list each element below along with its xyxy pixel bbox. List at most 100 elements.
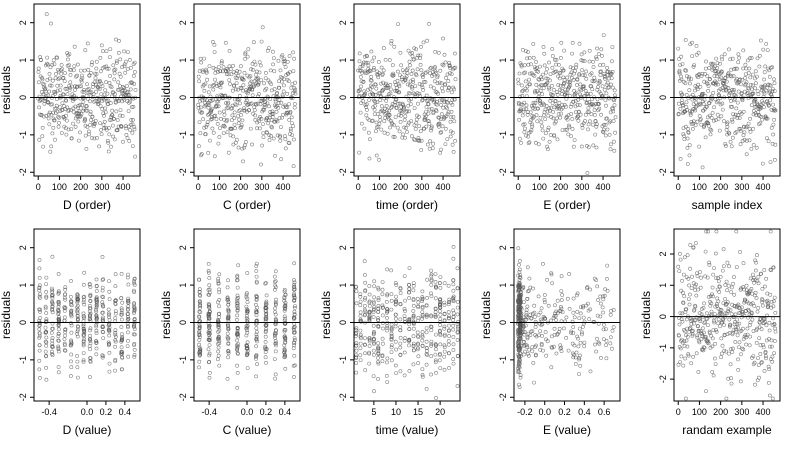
data-point xyxy=(717,284,722,289)
data-point xyxy=(449,90,454,95)
data-point xyxy=(89,90,94,95)
data-point xyxy=(594,349,599,354)
data-point xyxy=(205,77,210,82)
data-point xyxy=(517,382,521,387)
data-point xyxy=(770,344,774,349)
data-point xyxy=(210,40,215,44)
data-point xyxy=(358,299,363,304)
data-point xyxy=(683,81,688,86)
data-point xyxy=(118,57,123,62)
data-point xyxy=(371,337,376,342)
data-point xyxy=(685,326,690,331)
data-point xyxy=(430,146,435,151)
y-tick-label: -2 xyxy=(178,168,188,176)
data-point xyxy=(456,319,461,324)
data-point xyxy=(595,284,600,289)
data-point xyxy=(425,277,430,282)
data-point xyxy=(85,41,90,46)
data-point xyxy=(524,49,528,54)
data-point xyxy=(767,103,771,107)
data-point xyxy=(567,125,572,130)
data-point xyxy=(64,132,69,137)
data-point xyxy=(370,85,375,89)
data-point xyxy=(741,285,746,289)
data-point xyxy=(37,137,42,142)
data-point xyxy=(64,98,69,103)
data-point xyxy=(404,74,409,79)
data-point xyxy=(411,313,416,318)
data-point xyxy=(247,84,252,89)
data-point xyxy=(370,119,374,124)
data-point xyxy=(446,339,451,343)
data-point xyxy=(413,84,418,89)
data-point xyxy=(100,294,105,299)
data-point xyxy=(55,83,60,88)
data-point xyxy=(712,266,717,271)
data-point xyxy=(79,112,84,117)
data-point xyxy=(737,116,742,120)
data-point xyxy=(685,253,690,258)
data-point xyxy=(741,66,746,71)
data-point xyxy=(551,315,556,320)
data-point xyxy=(429,342,434,347)
data-point xyxy=(525,343,529,348)
data-point xyxy=(44,329,49,334)
data-point xyxy=(62,295,67,300)
data-point xyxy=(69,294,73,299)
data-point xyxy=(376,361,381,366)
data-point xyxy=(264,293,269,298)
data-point xyxy=(564,335,569,340)
data-point xyxy=(691,354,696,359)
data-point xyxy=(681,290,685,295)
data-point xyxy=(738,250,743,254)
data-point xyxy=(286,79,291,84)
data-point xyxy=(732,88,736,92)
data-point xyxy=(420,338,425,343)
data-point xyxy=(38,375,42,380)
data-point xyxy=(575,309,580,314)
data-point xyxy=(586,127,590,132)
data-point xyxy=(81,351,86,356)
data-point xyxy=(753,382,757,387)
data-point xyxy=(546,147,550,152)
data-point xyxy=(392,123,397,128)
data-point xyxy=(528,312,533,317)
data-point xyxy=(208,94,213,99)
data-point xyxy=(272,287,277,292)
data-point xyxy=(126,304,131,309)
data-point xyxy=(371,348,376,353)
data-point xyxy=(270,109,275,114)
data-point xyxy=(101,49,105,54)
y-axis-title: residuals xyxy=(319,66,333,114)
data-point xyxy=(539,306,544,311)
x-tick-label: 200 xyxy=(713,407,728,417)
data-point xyxy=(277,133,282,138)
data-point xyxy=(447,64,452,68)
data-point xyxy=(76,114,81,119)
data-point xyxy=(40,76,45,80)
data-point xyxy=(196,144,201,149)
data-point xyxy=(412,46,417,51)
data-point xyxy=(532,310,537,315)
data-point xyxy=(217,363,222,368)
data-point xyxy=(88,375,92,379)
data-point xyxy=(126,50,130,55)
data-point xyxy=(699,74,704,78)
data-point xyxy=(687,153,692,158)
data-point xyxy=(287,141,292,146)
data-point xyxy=(48,149,53,154)
data-point xyxy=(415,347,420,352)
data-point xyxy=(734,265,739,270)
data-point xyxy=(98,55,103,60)
data-point xyxy=(235,363,240,368)
data-point xyxy=(429,283,434,287)
data-point xyxy=(604,91,609,96)
data-point xyxy=(245,317,250,322)
data-point xyxy=(438,302,442,307)
data-point xyxy=(89,62,94,67)
data-point xyxy=(771,316,775,321)
data-point xyxy=(433,306,438,311)
data-point xyxy=(690,333,695,338)
data-point xyxy=(571,355,576,360)
data-point xyxy=(725,120,730,125)
